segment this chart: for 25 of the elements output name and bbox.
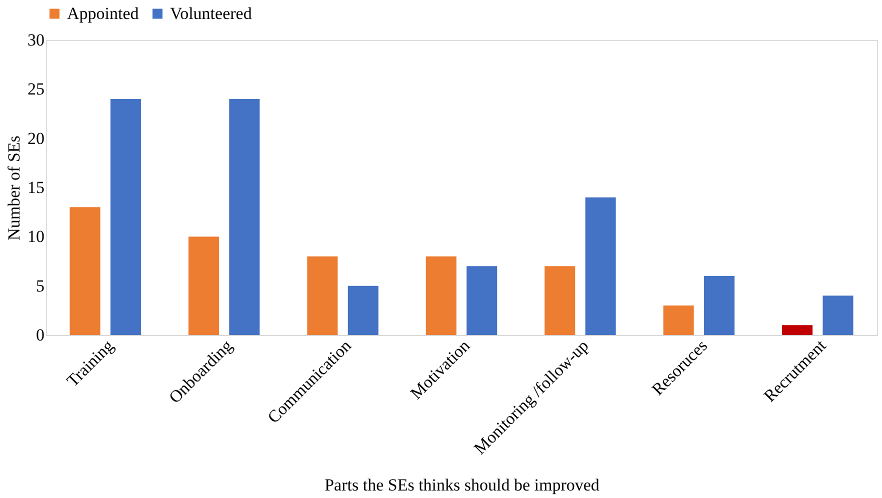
bar <box>466 266 498 335</box>
bar <box>544 266 576 335</box>
bar <box>585 197 616 335</box>
bar <box>188 236 219 335</box>
legend-label: Appointed <box>67 4 140 23</box>
bar <box>663 306 694 335</box>
y-axis-title: Number of SEs <box>4 136 24 240</box>
bar <box>229 99 260 335</box>
y-tick-label: 20 <box>28 128 44 148</box>
y-tick-label: 25 <box>28 80 44 99</box>
bar <box>307 256 338 335</box>
bar <box>782 325 813 335</box>
bar <box>348 286 378 335</box>
y-tick-label: 30 <box>28 30 44 50</box>
bar <box>822 296 854 335</box>
y-tick-label: 15 <box>28 178 44 197</box>
y-tick-label: 10 <box>28 227 44 246</box>
bar <box>70 207 100 335</box>
bar <box>110 99 141 335</box>
y-tick-label: 0 <box>36 326 44 344</box>
bar <box>426 256 456 335</box>
x-axis-title: Parts the SEs thinks should be improved <box>324 475 600 494</box>
y-tick-label: 5 <box>36 276 44 296</box>
bar <box>704 276 735 335</box>
legend-label: Volunteered <box>170 4 252 23</box>
